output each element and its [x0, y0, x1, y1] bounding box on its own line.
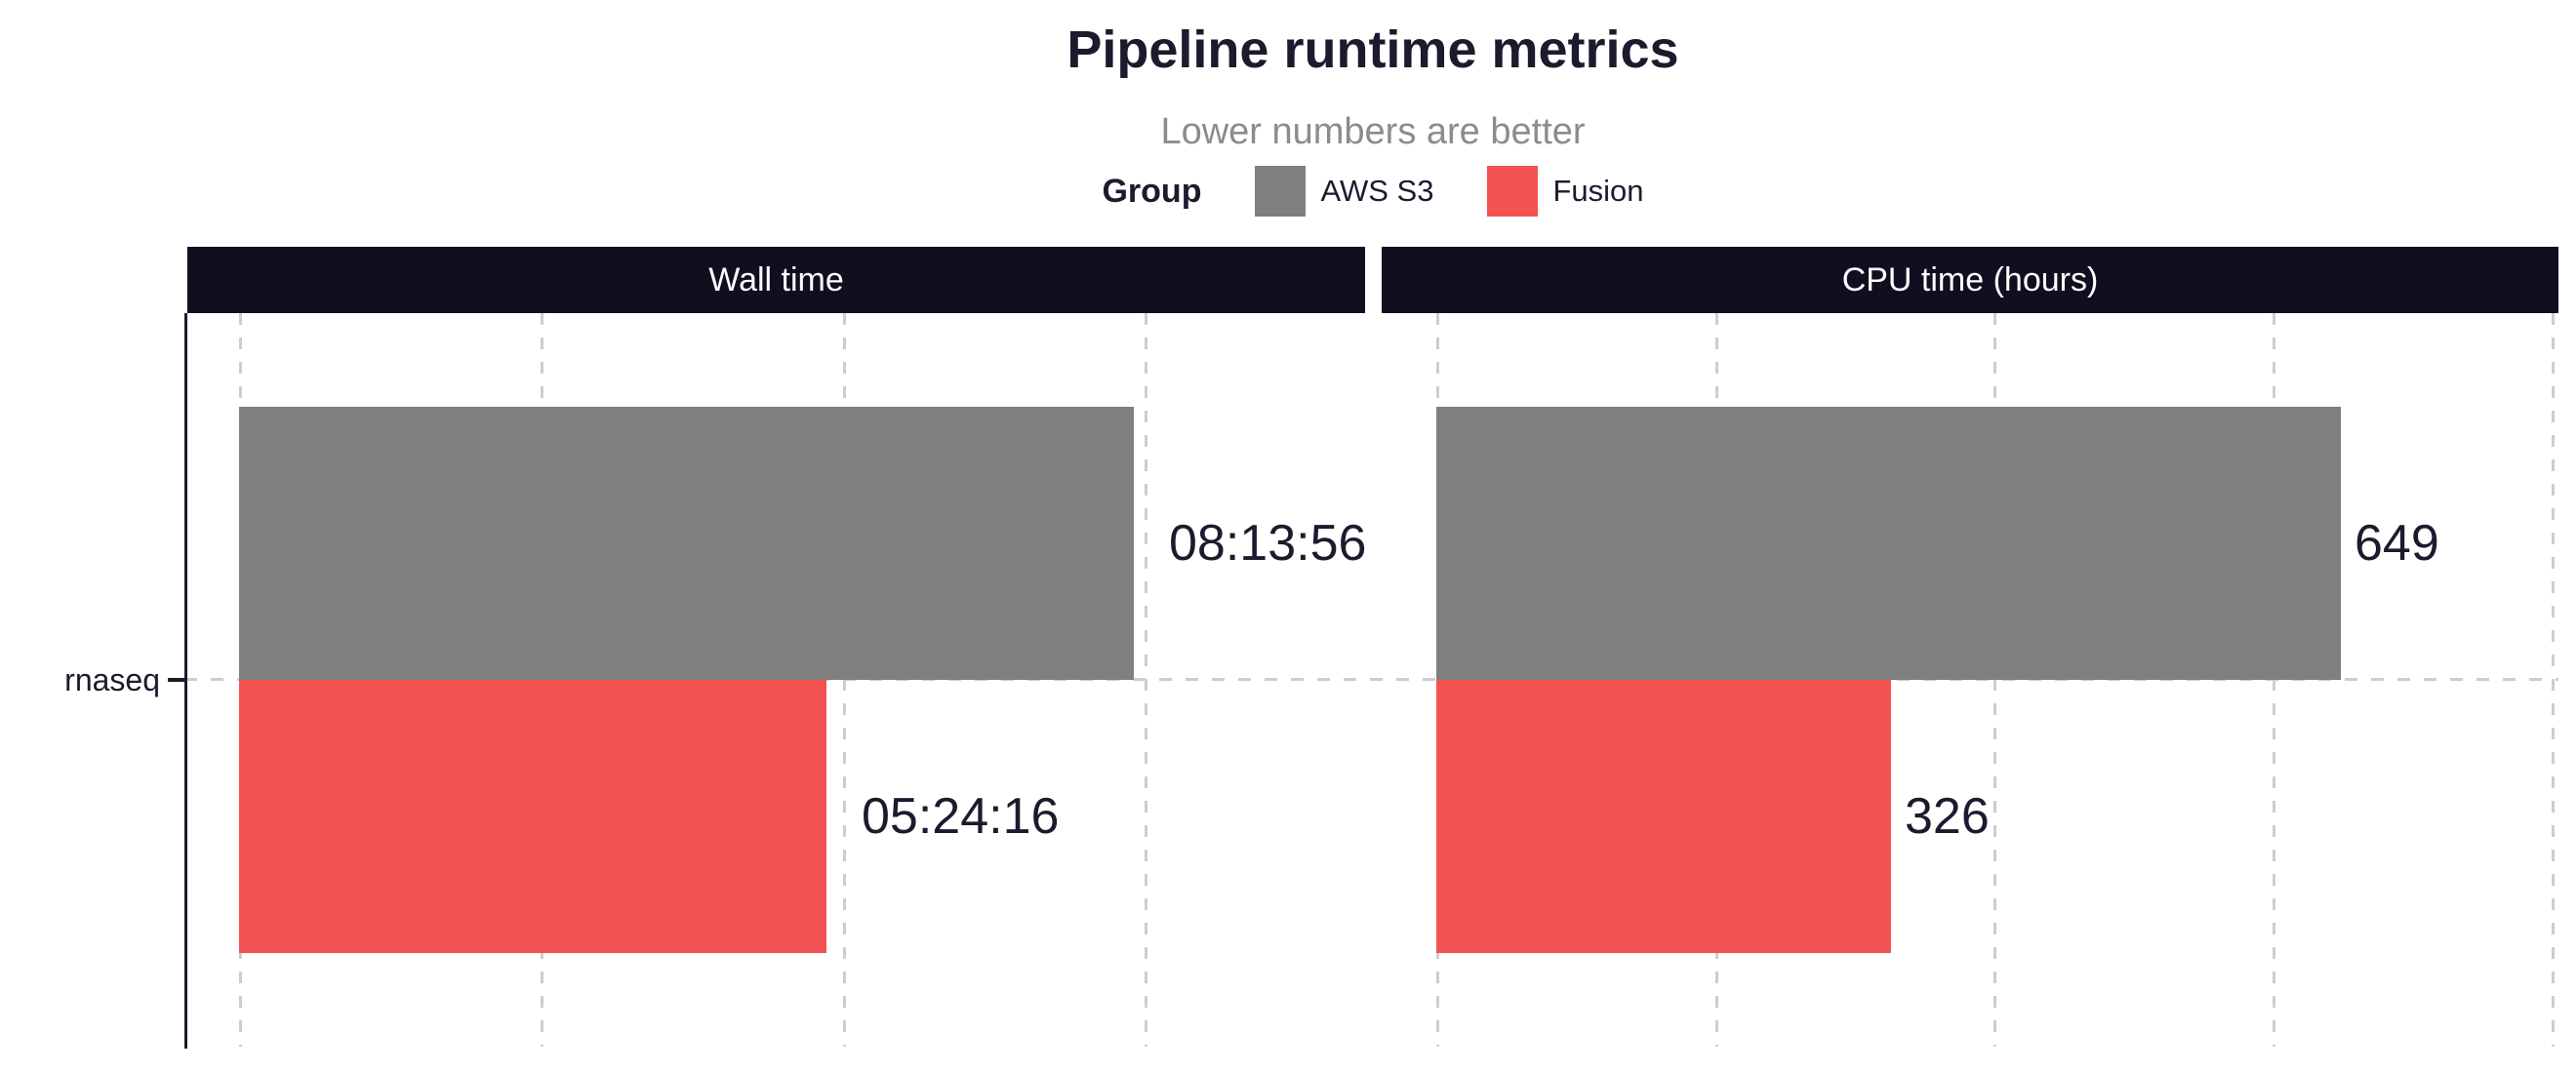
- bar-value-label-fusion: 05:24:16: [862, 788, 1060, 845]
- x-gridline: [1993, 313, 1996, 1047]
- x-gridline: [1145, 313, 1147, 1047]
- legend-item-fusion: Fusion: [1487, 166, 1644, 217]
- bar-fusion: [239, 680, 826, 953]
- legend-item-aws-s3: AWS S3: [1255, 166, 1433, 217]
- x-gridline: [2273, 313, 2275, 1047]
- legend-swatch-fusion: [1487, 166, 1539, 217]
- chart-title: Pipeline runtime metrics: [1067, 20, 1679, 79]
- bar-aws-s3: [1436, 407, 2341, 680]
- legend-label-fusion: Fusion: [1552, 174, 1644, 208]
- category-gridline: [184, 678, 2558, 681]
- bar-value-label-fusion: 326: [1905, 788, 1990, 845]
- facet-plot-area: 649 326: [1382, 313, 2558, 1047]
- y-axis-tick: [168, 678, 187, 682]
- bar-aws-s3: [239, 407, 1134, 680]
- chart-header: Pipeline runtime metrics Lower numbers a…: [187, 0, 2558, 219]
- facet-header-cpu-time-hours: CPU time (hours): [1382, 247, 2558, 313]
- legend-label-aws-s3: AWS S3: [1320, 174, 1434, 208]
- y-axis-category-label: rnaseq: [64, 662, 160, 697]
- bar-value-label-aws-s3: 649: [2355, 515, 2439, 572]
- legend-title: Group: [1102, 172, 1202, 210]
- bar-value-label-aws-s3: 08:13:56: [1169, 515, 1367, 572]
- facet-panel-cpu-time-hours: CPU time (hours) 649 326: [1382, 247, 2558, 1047]
- bar-fusion: [1436, 680, 1891, 953]
- facet-plot-area: 08:13:56 05:24:16: [187, 313, 1367, 1047]
- x-gridline: [843, 313, 846, 1047]
- legend-swatch-aws-s3: [1255, 166, 1307, 217]
- chart-subtitle: Lower numbers are better: [1160, 111, 1586, 152]
- facet-header-wall-time: Wall time: [187, 247, 1365, 313]
- facet-panel-wall-time: Wall time 08:13:56 05:24:16: [187, 247, 1367, 1047]
- x-gridline: [2552, 313, 2555, 1047]
- legend: Group AWS S3 Fusion: [187, 164, 2558, 219]
